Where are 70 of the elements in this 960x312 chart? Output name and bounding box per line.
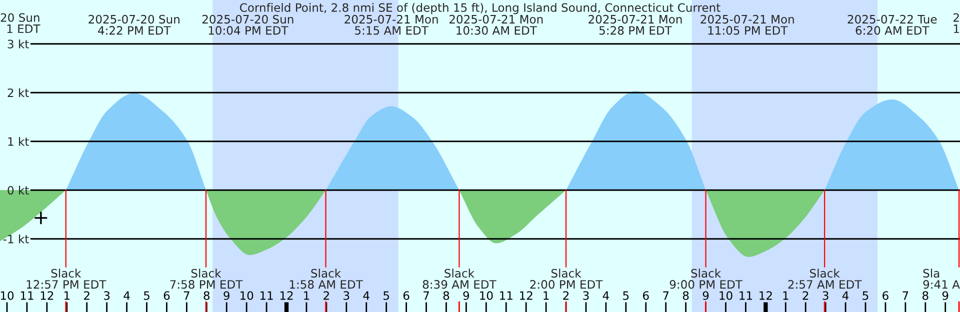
x-tick-label: 1 [544,291,549,300]
x-tick-label: 2 [563,291,569,300]
x-tick-label: 12 [520,291,532,300]
x-tick-label: 12 [280,291,293,300]
ref-line-label: Slack 2:00 PM EDT [530,268,603,289]
x2-tick-label: 2025-07-21 Mon 11:05 PM EDT [700,14,794,35]
x-tick-label: 7 [184,291,190,300]
x2-tick-label: 2025-07-22 Tue 6:20 AM EDT [848,14,937,35]
x-tick-label: 4 [842,291,849,300]
x-tick-label: 7 [663,291,669,300]
annotation: 20 Sun 1 EDT [0,13,40,33]
x-tick-label: 5 [623,291,629,300]
x-tick-label: 8 [922,291,928,300]
annotation: 2 1 [954,13,959,33]
ref-line-label: Slack 2:57 AM EDT [788,268,862,289]
x-tick-label: 6 [882,291,888,300]
x-tick-label: 3 [104,291,110,300]
x-tick-label: 10 [720,291,732,300]
y-tick-label: -1 kt [3,234,29,244]
x-tick-label: 3 [344,291,350,300]
x2-tick-label: 2025-07-20 Sun 10:04 PM EDT [202,14,294,35]
x-tick-label: 1 [304,291,310,300]
x2-tick-label: 2025-07-21 Mon 10:30 AM EDT [450,14,543,35]
chart-title: Cornfield Point, 2.8 nmi SE of (depth 15 ft), Long Island Sound, Connecticut Current [240,3,720,14]
annotation: Sla 9:41 A [923,268,960,289]
x-tick-label: 9 [702,291,709,300]
x-tick-label: 5 [384,291,389,300]
x-tick-label: 2 [802,291,808,300]
x-tick-label: 4 [363,291,370,300]
ref-line-label: Slack 9:00 PM EDT [670,268,742,289]
x-tick-label: 3 [822,291,828,300]
x-tick-label: 2 [84,291,90,300]
x-tick-label: 11 [20,291,34,300]
y-tick-label: 3 kt [8,39,29,48]
x-tick-label: 1 [64,291,70,300]
x-tick-label: 2 [324,291,329,300]
x-tick-label: 4 [124,291,130,300]
ref-line-label: Slack 1:58 AM EDT [290,268,363,289]
x-tick-label: 1 [783,291,788,300]
x-tick-label: 11 [260,291,273,300]
x-tick-label: 9 [942,291,948,300]
x2-tick-label: 2025-07-21 Mon 5:15 AM EDT [344,14,438,35]
x-tick-label: 11 [740,291,752,300]
x-tick-label: 8 [443,291,450,300]
x-tick-label: 8 [204,291,210,300]
x-tick-label: 6 [403,291,410,300]
x-tick-label: 10 [240,291,254,300]
x-tick-label: 12 [40,291,54,300]
x-tick-label: 5 [144,291,150,300]
ref-line-label: Slack 12:57 PM EDT [26,268,106,289]
x-tick-label: 7 [902,291,908,300]
x-tick-label: 3 [583,291,589,300]
y-tick-label: 1 kt [8,136,29,146]
x-tick-label: 6 [164,291,170,300]
x-tick-label: 12 [760,291,772,300]
x-tick-label: 11 [500,291,512,300]
y-tick-label: 2 kt [8,88,29,98]
x2-tick-label: 2025-07-20 Sun 4:22 PM EDT [88,14,180,35]
x-tick-label: 8 [682,291,689,300]
x-tick-label: 4 [602,291,609,300]
ref-line-label: Slack 8:39 AM EDT [422,268,496,289]
x-tick-label: 10 [0,291,14,300]
x-tick-label: 9 [463,291,470,300]
x-tick-label: 6 [643,291,649,300]
x2-tick-label: 2025-07-21 Mon 5:28 PM EDT [588,14,682,35]
x-tick-label: 10 [480,291,493,300]
x-tick-label: 5 [862,291,868,300]
x-tick-label: 7 [424,291,429,300]
x-tick-label: 9 [224,291,230,300]
ref-line-label: Slack 7:58 PM EDT [170,268,243,289]
